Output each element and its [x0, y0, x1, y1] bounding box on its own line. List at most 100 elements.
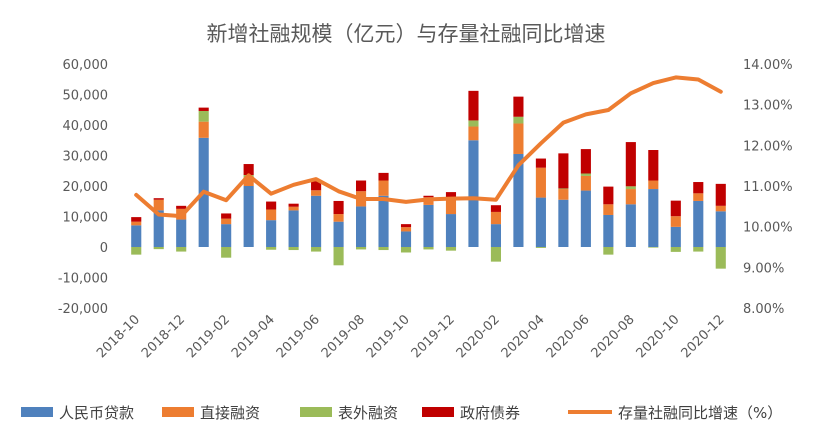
bar-segment: [243, 177, 254, 186]
x-tick-label: 2020-12: [679, 312, 728, 361]
bar-segment: [153, 247, 164, 250]
bar-segment: [198, 121, 209, 138]
bar-segment: [490, 247, 502, 262]
left-tick-label: 60,000: [63, 58, 109, 73]
bar-segment: [715, 205, 726, 212]
bar-segment: [288, 203, 299, 207]
bar-segment: [221, 213, 232, 219]
bar-segment: [266, 220, 277, 247]
bar-segment: [423, 195, 434, 198]
bar-segment: [311, 190, 322, 196]
bar-segment: [603, 214, 614, 247]
bar-segment: [176, 247, 187, 252]
bar-segment: [355, 180, 367, 192]
bar-segment: [468, 120, 479, 127]
legend-label: 人民币贷款: [59, 404, 134, 422]
stacked-bars: [131, 90, 726, 269]
bar-segment: [311, 195, 322, 247]
bar-segment: [490, 224, 502, 247]
right-tick-label: 14.00%: [743, 58, 793, 73]
bar-segment: [670, 200, 681, 217]
bar-segment: [513, 123, 524, 154]
bar-segment: [445, 247, 457, 251]
bar-segment: [625, 204, 636, 247]
bar-segment: [580, 190, 591, 247]
bar-segment: [625, 189, 636, 205]
legend: 人民币贷款 直接融资 表外融资 政府债券 存量社融同比增速（%）: [21, 404, 782, 422]
right-tick-label: 12.00%: [743, 139, 793, 154]
bar-segment: [715, 211, 726, 247]
bar-segment: [648, 189, 659, 247]
bar-segment: [603, 204, 614, 215]
left-axis-ticks: 60,000 50,000 40,000 30,000 20,000 10,000 0 -10…: [58, 58, 108, 317]
bar-segment: [513, 116, 524, 124]
legend-label: 直接融资: [200, 404, 260, 422]
bar-segment: [603, 247, 614, 255]
bar-segment: [648, 150, 659, 181]
bar-segment: [311, 181, 322, 191]
bar-segment: [648, 247, 659, 248]
bar-segment: [400, 231, 412, 247]
bar-segment: [243, 186, 254, 247]
bar-segment: [131, 217, 142, 222]
bar-segment: [131, 221, 142, 226]
bar-segment: [333, 247, 344, 266]
x-tick-label: 2019-12: [409, 312, 458, 361]
legend-swatch: [300, 407, 332, 417]
bar-segment: [535, 247, 546, 248]
bar-segment: [468, 126, 479, 141]
bar-segment: [355, 206, 367, 247]
right-axis-ticks: 14.00% 13.00% 12.00% 11.00% 10.00% 9.00% 8.00%: [743, 58, 793, 317]
bar-segment: [400, 224, 412, 228]
x-tick-label: 2019-10: [364, 312, 413, 361]
bar-segment: [693, 193, 704, 201]
bar-segment: [625, 186, 636, 190]
left-tick-label: 30,000: [63, 150, 109, 165]
bar-segment: [243, 164, 254, 176]
bar-segment: [693, 200, 704, 247]
bar-segment: [221, 224, 232, 247]
bar-segment: [153, 198, 164, 200]
bar-segment: [670, 226, 681, 247]
x-tick-label: 2019-02: [184, 312, 233, 361]
bar-segment: [513, 96, 524, 117]
bar-segment: [423, 247, 434, 250]
legend-label: 表外融资: [338, 404, 398, 422]
x-tick-label: 2019-06: [274, 312, 323, 361]
legend-label: 存量社融同比增速（%）: [618, 404, 782, 422]
bar-segment: [131, 247, 142, 255]
bar-segment: [131, 225, 142, 247]
bar-segment: [490, 211, 502, 225]
bar-segment: [153, 199, 164, 211]
chart-title: 新增社融规模（亿元）与存量社融同比增速: [207, 22, 606, 46]
bar-segment: [378, 180, 389, 196]
bar-segment: [445, 192, 457, 201]
bar-segment: [468, 140, 479, 247]
bar-segment: [468, 90, 479, 121]
x-tick-label: 2020-04: [499, 312, 548, 361]
legend-swatch: [422, 407, 454, 417]
right-tick-label: 10.00%: [743, 221, 793, 236]
legend-swatch: [162, 407, 194, 417]
x-tick-label: 2020-06: [544, 312, 593, 361]
left-tick-label: 10,000: [63, 211, 109, 226]
bar-segment: [648, 180, 659, 190]
x-tick-label: 2020-10: [634, 312, 683, 361]
right-tick-label: 9.00%: [743, 261, 784, 276]
bar-segment: [580, 175, 591, 191]
bar-segment: [603, 186, 614, 205]
bar-segment: [535, 158, 546, 168]
bar-segment: [580, 149, 591, 174]
left-tick-label: -20,000: [58, 302, 108, 317]
bar-segment: [355, 247, 367, 250]
growth-line: [134, 75, 723, 219]
bar-segment: [266, 201, 277, 210]
bar-segment: [198, 107, 209, 111]
bar-segment: [198, 110, 209, 122]
bar-segment: [558, 199, 569, 247]
left-tick-label: 40,000: [63, 119, 109, 134]
bar-segment: [535, 167, 546, 198]
bar-segment: [288, 247, 299, 251]
x-tick-label: 2018-10: [94, 312, 143, 361]
